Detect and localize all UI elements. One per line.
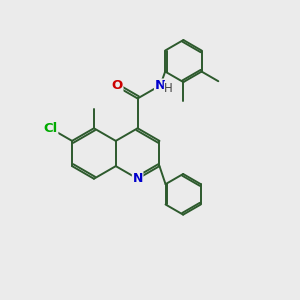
Text: Cl: Cl bbox=[44, 122, 58, 135]
Text: N: N bbox=[132, 172, 143, 185]
Text: O: O bbox=[112, 79, 123, 92]
Text: N: N bbox=[154, 79, 166, 92]
Text: H: H bbox=[164, 82, 173, 94]
